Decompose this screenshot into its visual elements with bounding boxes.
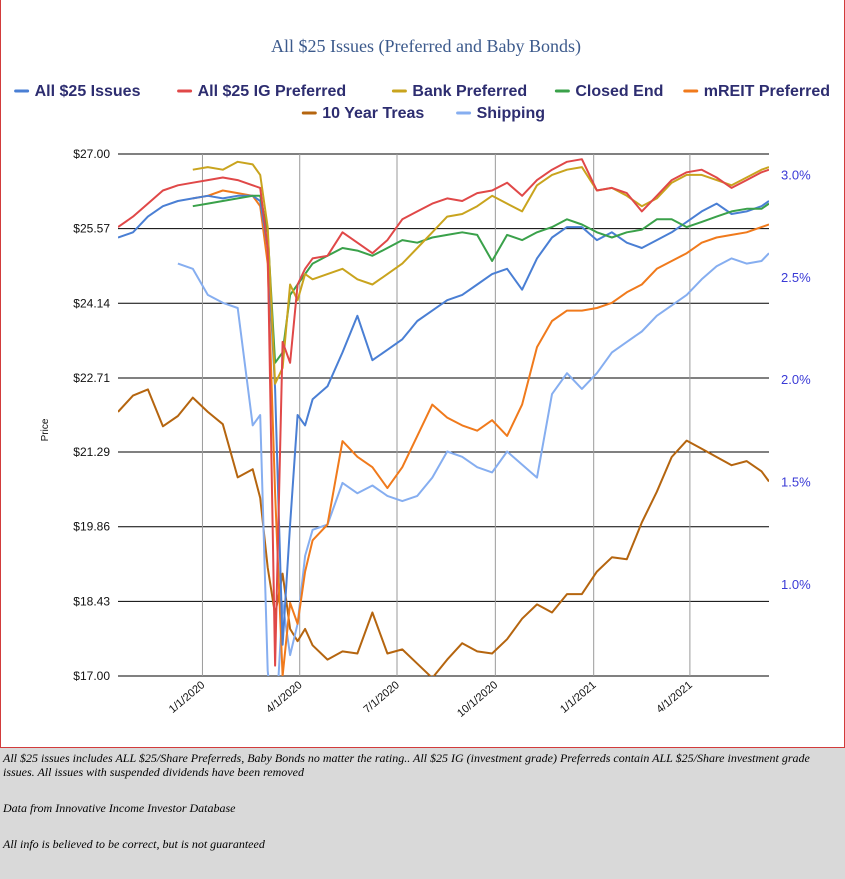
- legend-item[interactable]: Shipping: [456, 105, 545, 122]
- legend-label: mREIT Preferred: [704, 83, 830, 100]
- x-tick-label: 1/1/2020: [167, 679, 208, 716]
- legend-label: 10 Year Treas: [322, 105, 424, 122]
- x-axis-ticks: 1/1/2020 4/1/2020 7/1/2020 10/1/2020 1/1/202…: [167, 679, 695, 720]
- line-chart: All $25 Issues (Preferred and Baby Bonds…: [14, 36, 830, 720]
- footnotes: All $25 issues includes ALL $25/Share Pr…: [0, 748, 845, 879]
- y2-tick-label: 1.5%: [781, 475, 811, 490]
- legend-label: All $25 IG Preferred: [198, 83, 347, 100]
- series-line-10-year-treas: [118, 388, 769, 676]
- y-tick-label: $17.00: [73, 669, 110, 683]
- y-tick-label: $18.43: [73, 594, 110, 608]
- x-tick-label: 7/1/2020: [361, 679, 402, 716]
- vertical-gridlines: [201, 154, 691, 676]
- series-line-all-25-issues: [118, 194, 769, 646]
- legend-item[interactable]: Closed End: [554, 83, 663, 100]
- series-line-mreit-preferred: [192, 189, 769, 676]
- legend-label: All $25 Issues: [35, 83, 141, 100]
- legend-label: Bank Preferred: [412, 83, 527, 100]
- series-line-bank-preferred: [192, 160, 769, 385]
- right-axis-ticks: 1.0% 1.5% 2.0% 2.5% 3.0%: [781, 167, 811, 591]
- x-tick-label: 1/1/2021: [558, 679, 599, 716]
- series-line-shipping: [177, 252, 769, 676]
- y-tick-label: $25.57: [73, 222, 110, 236]
- y-tick-label: $22.71: [73, 371, 110, 385]
- y-axis-label: Price: [40, 418, 51, 441]
- y-tick-label: $24.14: [73, 296, 110, 310]
- legend-item[interactable]: mREIT Preferred: [683, 83, 830, 100]
- y-tick-label: $21.29: [73, 445, 110, 459]
- footnote-disclaimer: All info is believed to be correct, but …: [3, 837, 265, 851]
- chart-title: All $25 Issues (Preferred and Baby Bonds…: [271, 36, 581, 57]
- y2-tick-label: 1.0%: [781, 577, 811, 592]
- legend-label: Shipping: [477, 105, 545, 122]
- legend-label: Closed End: [575, 83, 663, 100]
- legend-item[interactable]: 10 Year Treas: [301, 105, 424, 122]
- footnote-description: All $25 issues includes ALL $25/Share Pr…: [3, 751, 810, 779]
- y2-tick-label: 2.0%: [781, 372, 811, 387]
- legend-item[interactable]: All $25 Issues: [14, 83, 141, 100]
- chart-panel: All $25 Issues (Preferred and Baby Bonds…: [0, 0, 845, 748]
- series-lines: [118, 158, 769, 676]
- x-tick-label: 10/1/2020: [455, 679, 500, 720]
- left-axis-ticks: $17.00 $18.43 $19.86 $21.29 $22.71 $24.14 $25.…: [73, 147, 110, 683]
- footnote-source: Data from Innovative Income Investor Dat…: [3, 801, 236, 815]
- x-tick-label: 4/1/2021: [654, 679, 695, 716]
- y2-tick-label: 3.0%: [781, 167, 811, 182]
- y-tick-label: $19.86: [73, 520, 110, 534]
- legend-item[interactable]: Bank Preferred: [391, 83, 527, 100]
- legend-item[interactable]: All $25 IG Preferred: [177, 83, 347, 100]
- x-tick-label: 4/1/2020: [264, 679, 305, 716]
- series-line-closed-end: [192, 194, 769, 364]
- series-line-all-25-ig-preferred: [118, 158, 769, 667]
- y-tick-label: $27.00: [73, 147, 110, 161]
- legend: All $25 Issues All $25 IG Preferred Bank P…: [14, 83, 830, 122]
- y2-tick-label: 2.5%: [781, 270, 811, 285]
